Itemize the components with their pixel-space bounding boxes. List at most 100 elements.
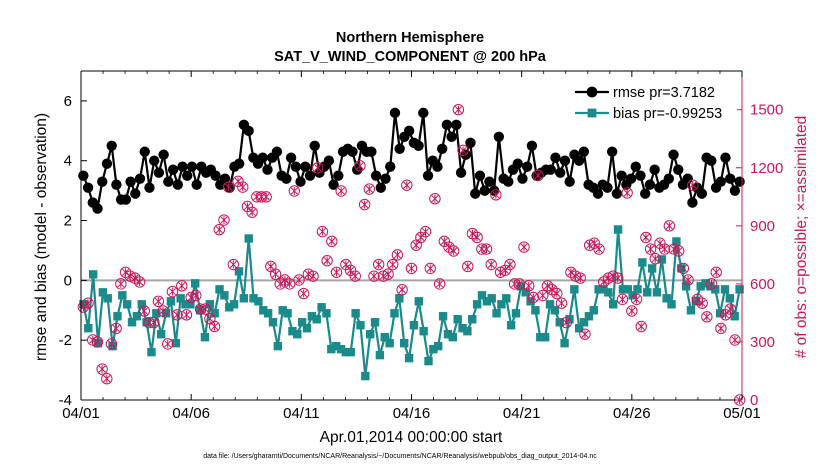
rmse-point	[512, 158, 523, 169]
bias-point	[254, 297, 263, 306]
obs-assimilated-point	[609, 272, 617, 281]
obs-assimilated-point	[436, 279, 444, 288]
obs-possible-point	[91, 336, 104, 348]
obs-possible-point	[115, 278, 127, 290]
obs-assimilated-point	[468, 229, 476, 238]
obs-assimilated-point	[136, 277, 144, 286]
obs-assimilated-point	[562, 318, 570, 327]
obs-possible-point	[405, 262, 418, 275]
obs-possible-point	[124, 270, 136, 282]
obs-assimilated-point	[576, 274, 584, 283]
obs-assimilated-point	[412, 241, 420, 250]
rmse-point	[333, 170, 344, 181]
obs-possible-point	[82, 297, 94, 309]
bias-point	[647, 264, 657, 273]
rmse-point	[484, 176, 495, 187]
bias-point	[686, 306, 696, 315]
obs-possible-point	[354, 160, 366, 172]
axes: 04/01 04/06 04/11 04/16 04/21 04/26 05/01 -4 -2 0…	[59, 70, 783, 422]
obs-assimilated-point	[351, 272, 359, 281]
obs-possible-point	[715, 322, 727, 335]
y-tick-label: 6	[64, 93, 72, 110]
obs-possible-point	[429, 193, 441, 205]
obs-possible-point	[321, 254, 333, 267]
rmse-point	[625, 173, 637, 184]
rmse-point	[243, 125, 254, 137]
bias-point	[356, 321, 365, 330]
bias-point	[536, 332, 545, 342]
bias-point	[390, 309, 399, 318]
rmse-point	[644, 179, 656, 190]
obs-possible-point	[649, 253, 661, 265]
obs-assimilated-point	[267, 262, 275, 271]
obs-assimilated-point	[445, 243, 453, 252]
obs-possible-point	[213, 223, 225, 236]
bias-point	[176, 294, 185, 303]
bias-point	[331, 341, 341, 351]
obs-assimilated-point	[703, 312, 711, 321]
bias-point	[186, 300, 195, 309]
rmse-point	[101, 158, 113, 169]
y-tick-label: 0	[64, 272, 72, 289]
obs-assimilated-point	[487, 260, 495, 269]
obs-assimilated-point	[679, 264, 687, 273]
bias-point	[609, 300, 618, 309]
obs-possible-point	[185, 291, 197, 304]
bias-point	[579, 318, 589, 327]
obs-possible-point	[288, 185, 301, 197]
bias-point	[278, 306, 287, 315]
bias-point	[711, 285, 720, 294]
obs-possible-point	[677, 262, 690, 275]
bias-point	[88, 270, 98, 279]
bias-point	[584, 312, 594, 321]
rmse-point	[370, 170, 382, 181]
obs-possible-point	[687, 179, 699, 191]
bias-point	[409, 321, 419, 330]
obs-assimilated-point	[553, 289, 561, 298]
obs-possible-point	[330, 266, 343, 278]
obs-assimilated-point	[581, 330, 589, 339]
obs-possible-point	[551, 287, 563, 300]
obs-assimilated-point	[225, 183, 233, 192]
obs-assimilated-point	[515, 279, 523, 288]
bias-point	[127, 318, 137, 327]
obs-assimilated-point	[281, 276, 289, 285]
bias-point	[681, 282, 691, 291]
rmse-point	[144, 182, 155, 193]
bias-point	[448, 332, 458, 342]
bias-point	[545, 300, 555, 309]
bias-point	[395, 294, 404, 303]
bias-point	[730, 312, 739, 321]
series-3	[79, 105, 744, 404]
bias-point	[438, 312, 448, 321]
obs-possible-point	[504, 258, 516, 271]
obs-possible-point	[527, 291, 540, 304]
bias-point	[273, 341, 283, 351]
obs-possible-point	[133, 276, 146, 288]
bias-point	[706, 282, 715, 291]
rmse-point	[418, 107, 429, 119]
rmse-point	[555, 167, 566, 178]
obs-possible-point	[574, 272, 586, 284]
obs-possible-point	[377, 270, 390, 282]
rmse-point	[479, 185, 490, 196]
bias-point	[249, 294, 258, 303]
bias-point	[613, 225, 623, 234]
rmse-point	[635, 170, 646, 181]
obs-possible-point	[227, 258, 240, 271]
legend: rmse pr=3.7182 bias pr=-0.99253	[569, 80, 737, 126]
x-tick-label: 04/16	[393, 405, 431, 422]
obs-possible-point	[682, 274, 694, 286]
bias-point	[677, 264, 686, 273]
chart-subtitle: SAT_V_WIND_COMPONENT @ 200 hPa	[274, 49, 547, 65]
rmse-point	[734, 176, 745, 187]
obs-possible-point	[176, 280, 188, 292]
obs-assimilated-point	[89, 336, 97, 345]
rmse-point	[517, 173, 528, 184]
footnote: data file: /Users/gharamti/Documents/NCA…	[203, 453, 597, 460]
bias-point	[511, 309, 521, 318]
bias-point	[662, 294, 671, 303]
rmse-point	[125, 176, 136, 187]
obs-assimilated-point	[370, 272, 378, 281]
rmse-point	[233, 158, 245, 169]
